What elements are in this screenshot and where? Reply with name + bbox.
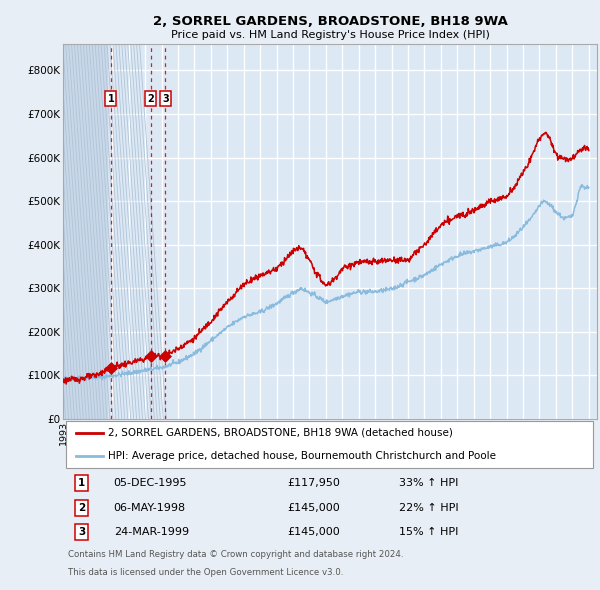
- FancyBboxPatch shape: [65, 421, 593, 468]
- Text: Contains HM Land Registry data © Crown copyright and database right 2024.: Contains HM Land Registry data © Crown c…: [68, 550, 404, 559]
- Text: 2, SORREL GARDENS, BROADSTONE, BH18 9WA: 2, SORREL GARDENS, BROADSTONE, BH18 9WA: [152, 15, 508, 28]
- Text: This data is licensed under the Open Government Licence v3.0.: This data is licensed under the Open Gov…: [68, 568, 344, 577]
- Text: £117,950: £117,950: [287, 478, 340, 489]
- Text: 05-DEC-1995: 05-DEC-1995: [114, 478, 187, 489]
- Text: 1: 1: [78, 478, 85, 489]
- Text: 06-MAY-1998: 06-MAY-1998: [114, 503, 186, 513]
- Text: 3: 3: [78, 527, 85, 537]
- Text: 24-MAR-1999: 24-MAR-1999: [114, 527, 189, 537]
- Text: £145,000: £145,000: [287, 503, 340, 513]
- Text: HPI: Average price, detached house, Bournemouth Christchurch and Poole: HPI: Average price, detached house, Bour…: [109, 451, 496, 461]
- Text: 1: 1: [107, 94, 115, 104]
- Text: £145,000: £145,000: [287, 527, 340, 537]
- Text: 2: 2: [78, 503, 85, 513]
- Text: 2, SORREL GARDENS, BROADSTONE, BH18 9WA (detached house): 2, SORREL GARDENS, BROADSTONE, BH18 9WA …: [109, 428, 453, 438]
- Text: 2: 2: [148, 94, 154, 104]
- Text: Price paid vs. HM Land Registry's House Price Index (HPI): Price paid vs. HM Land Registry's House …: [170, 30, 490, 40]
- Text: 3: 3: [162, 94, 169, 104]
- Text: 33% ↑ HPI: 33% ↑ HPI: [400, 478, 459, 489]
- Text: 15% ↑ HPI: 15% ↑ HPI: [400, 527, 459, 537]
- Text: 22% ↑ HPI: 22% ↑ HPI: [400, 503, 459, 513]
